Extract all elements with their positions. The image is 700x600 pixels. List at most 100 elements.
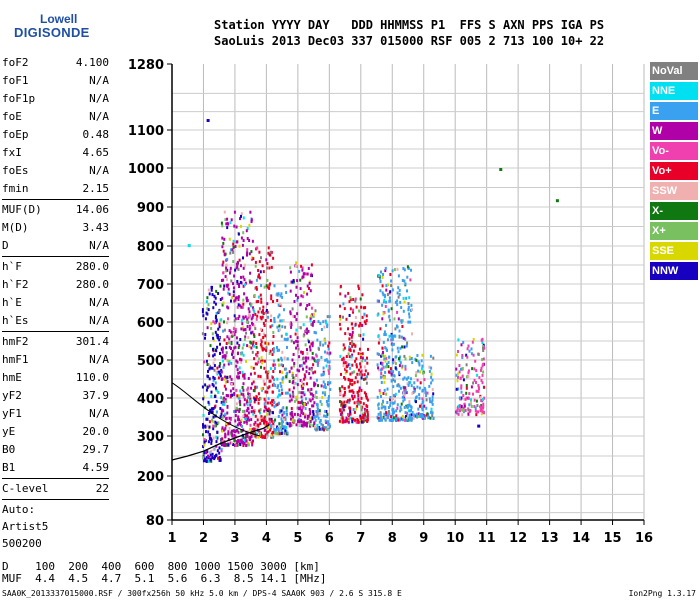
echo-point (209, 344, 212, 348)
echo-point (364, 413, 366, 417)
echo-point (218, 456, 221, 459)
param-value: 20.0 (82, 425, 110, 438)
echo-point (202, 423, 204, 427)
echo-point (205, 456, 208, 460)
echo-point (464, 397, 467, 401)
echo-point (245, 331, 248, 335)
echo-point (245, 229, 248, 233)
echo-point (389, 396, 392, 399)
echo-point (242, 275, 245, 279)
echo-point (303, 373, 306, 377)
echo-point (321, 396, 324, 399)
echo-point (293, 382, 296, 386)
echo-point (274, 403, 277, 407)
echo-point (475, 369, 478, 373)
echo-point (349, 379, 352, 382)
echo-point (327, 396, 330, 400)
echo-point (245, 417, 247, 421)
echo-point (309, 423, 312, 427)
echo-point (223, 284, 226, 288)
echo-point (362, 333, 365, 337)
echo-point (312, 410, 315, 414)
echo-point (272, 370, 275, 373)
echo-point (320, 422, 323, 426)
echo-point (226, 257, 229, 261)
echo-point (361, 356, 364, 360)
echo-point (212, 375, 215, 379)
echo-point (347, 414, 350, 418)
echo-point (482, 346, 484, 350)
echo-point (352, 349, 355, 353)
echo-point (228, 345, 231, 349)
echo-point (365, 392, 367, 396)
echo-point (233, 346, 236, 350)
echo-point (292, 392, 295, 396)
echo-point (327, 424, 330, 428)
echo-point (471, 367, 474, 371)
echo-point (259, 433, 262, 437)
echo-point (224, 435, 227, 439)
echo-point (269, 250, 272, 254)
echo-point (222, 249, 225, 253)
echo-point (406, 341, 409, 345)
echo-point (236, 408, 239, 412)
param-value: 14.06 (75, 203, 109, 216)
echo-point (403, 388, 406, 392)
echo-point (431, 402, 434, 406)
echo-point (316, 338, 319, 342)
echo-point (396, 291, 399, 295)
echo-point (384, 333, 387, 337)
echo-point (283, 356, 286, 360)
echo-point (278, 432, 281, 436)
echo-point (246, 317, 249, 321)
echo-point (323, 426, 326, 430)
echo-point (291, 390, 294, 394)
echo-point (242, 298, 245, 302)
echo-point (224, 275, 227, 278)
x-tick-label: 6 (325, 531, 334, 546)
echo-point (235, 336, 238, 340)
param-separator (2, 256, 109, 257)
echo-point (463, 397, 466, 401)
echo-point (349, 412, 352, 416)
echo-point (464, 408, 467, 412)
echo-point (376, 299, 379, 303)
echo-point (236, 352, 239, 356)
echo-point (470, 385, 473, 389)
echo-point (425, 394, 428, 397)
echo-point (225, 342, 228, 345)
legend-item-e: E (650, 102, 698, 120)
echo-point (361, 315, 364, 319)
echo-point (269, 282, 271, 286)
echo-point (301, 406, 304, 410)
echo-point (457, 412, 460, 416)
echo-point (285, 409, 288, 413)
echo-point (404, 367, 407, 371)
echo-point (216, 334, 219, 338)
echo-point (306, 272, 309, 276)
echo-point (291, 415, 294, 419)
echo-point (286, 431, 289, 435)
echo-point (298, 420, 301, 424)
echo-point (359, 400, 362, 404)
echo-point (455, 387, 458, 391)
echo-point (316, 364, 319, 367)
echo-point (254, 264, 257, 268)
echo-point (357, 397, 360, 401)
echo-point (386, 416, 389, 420)
echo-point (384, 370, 387, 374)
echo-point (219, 362, 222, 365)
echo-point (269, 379, 272, 383)
echo-point (360, 376, 363, 380)
echo-point (249, 436, 252, 439)
echo-point (377, 412, 380, 416)
legend-item-w: W (650, 122, 698, 140)
echo-point (414, 374, 417, 378)
echo-point (362, 414, 365, 417)
echo-point (246, 253, 248, 257)
echo-point (232, 242, 235, 246)
echo-point (409, 357, 412, 361)
echo-point (480, 408, 482, 412)
echo-point (424, 388, 427, 392)
echo-point (218, 370, 221, 374)
